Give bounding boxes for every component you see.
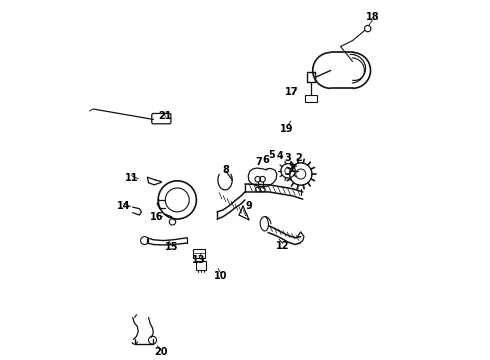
Text: 2: 2 <box>295 153 302 163</box>
Text: 5: 5 <box>268 150 275 160</box>
Text: 17: 17 <box>285 86 299 96</box>
Text: 18: 18 <box>366 12 379 22</box>
Text: 20: 20 <box>154 347 168 357</box>
Text: 16: 16 <box>150 212 163 222</box>
Text: 9: 9 <box>245 201 252 211</box>
Text: 7: 7 <box>256 157 262 167</box>
Text: 10: 10 <box>214 271 228 281</box>
Text: 14: 14 <box>117 201 131 211</box>
Text: 8: 8 <box>222 165 229 175</box>
Text: 11: 11 <box>124 173 138 183</box>
Text: 4: 4 <box>277 152 283 162</box>
Text: 6: 6 <box>262 155 269 165</box>
Text: 3: 3 <box>284 153 291 163</box>
Text: 15: 15 <box>165 242 178 252</box>
Text: 1: 1 <box>289 164 295 174</box>
Text: 19: 19 <box>280 124 294 134</box>
Text: 13: 13 <box>193 256 206 265</box>
Text: 21: 21 <box>158 111 172 121</box>
Text: 12: 12 <box>276 241 290 251</box>
